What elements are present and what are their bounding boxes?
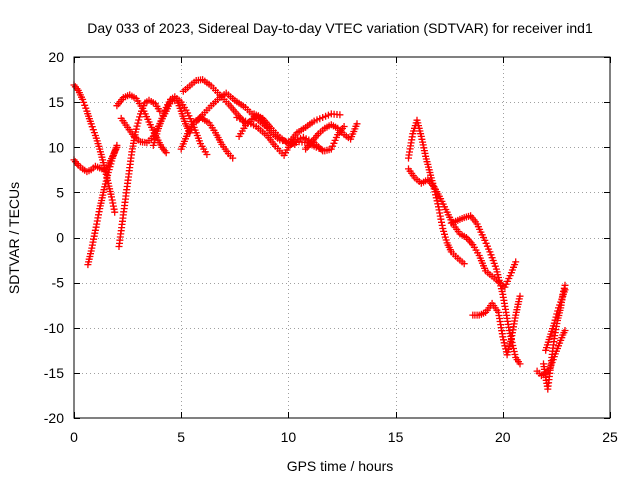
data-series xyxy=(405,165,520,291)
data-point xyxy=(203,151,211,158)
plot-frame xyxy=(73,56,611,419)
data-point xyxy=(561,286,569,294)
data-point xyxy=(336,111,344,119)
data-series xyxy=(250,110,344,148)
data-point xyxy=(136,113,144,121)
y-tick-label: 5 xyxy=(56,184,64,200)
data-point xyxy=(500,339,508,347)
data-point xyxy=(340,123,348,130)
y-axis-label: SDTVAR / TECUs xyxy=(6,182,22,294)
data-point xyxy=(82,104,90,112)
data-point xyxy=(499,333,507,341)
data-point xyxy=(500,336,507,344)
data-series xyxy=(287,123,348,155)
y-tick-label: 15 xyxy=(48,94,64,110)
y-tick-label: 10 xyxy=(48,139,64,155)
data-point xyxy=(353,120,361,128)
y-tick-label: -5 xyxy=(52,275,65,291)
x-tick-label: 0 xyxy=(70,429,78,445)
data-point xyxy=(134,119,142,127)
y-tick-label: 0 xyxy=(56,230,64,246)
data-point xyxy=(135,116,143,124)
axis-ticks: 0 5 10 15 20 25 -20 -15 -10 -5 0 5 10 15 20 xyxy=(44,49,618,445)
data-point xyxy=(108,193,115,201)
data-point xyxy=(510,348,518,355)
y-tick-label: -15 xyxy=(44,365,64,381)
data-point xyxy=(438,218,445,226)
data-series xyxy=(447,212,524,368)
data-point xyxy=(111,208,119,216)
data-point xyxy=(109,202,117,210)
grid xyxy=(74,57,610,418)
data-point xyxy=(91,226,99,234)
data-point xyxy=(113,141,121,149)
data-point xyxy=(511,351,519,358)
y-tick-label: 20 xyxy=(48,49,64,65)
data-point xyxy=(551,316,559,324)
data-point xyxy=(79,95,87,103)
data-series xyxy=(84,141,121,269)
data-point xyxy=(561,327,569,334)
x-tick-label: 15 xyxy=(388,429,404,445)
data-point xyxy=(432,194,440,202)
data-point xyxy=(460,260,468,268)
data-point xyxy=(156,107,164,115)
data-series xyxy=(469,292,524,359)
chart-title: Day 033 of 2023, Sidereal Day-to-day VTE… xyxy=(87,20,593,36)
data-point xyxy=(554,307,562,315)
data-series xyxy=(177,114,237,162)
data-point xyxy=(516,292,524,300)
x-tick-label: 25 xyxy=(602,429,618,445)
data-marks xyxy=(70,76,569,393)
data-point xyxy=(88,123,96,131)
x-tick-label: 20 xyxy=(495,429,511,445)
data-point xyxy=(552,313,560,321)
data-series xyxy=(70,81,119,216)
data-point xyxy=(512,258,520,266)
data-point xyxy=(229,154,237,162)
data-point xyxy=(162,149,170,157)
x-axis-label: GPS time / hours xyxy=(287,458,394,474)
data-point xyxy=(501,342,509,350)
data-point xyxy=(133,122,141,130)
y-tick-label: -10 xyxy=(44,320,64,336)
x-tick-label: 10 xyxy=(281,429,297,445)
data-point xyxy=(556,301,564,309)
data-point xyxy=(550,319,558,327)
y-tick-label: -20 xyxy=(44,410,64,426)
data-point xyxy=(553,310,561,318)
data-series xyxy=(542,286,569,354)
data-point xyxy=(132,125,140,133)
data-point xyxy=(516,360,524,368)
x-tick-label: 5 xyxy=(177,429,185,445)
data-point xyxy=(510,345,517,352)
